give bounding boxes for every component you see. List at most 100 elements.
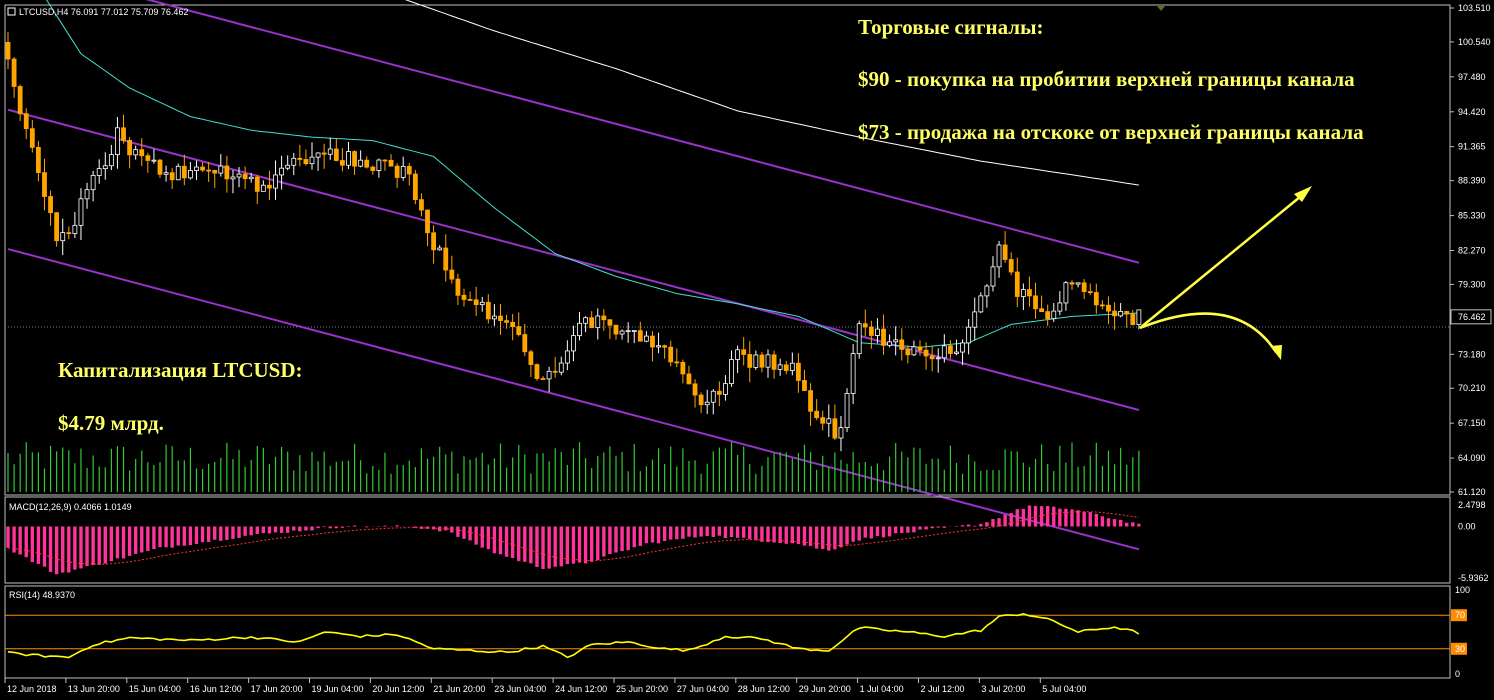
candle [917,340,923,356]
rsi-axis-label: 100 [1455,585,1470,595]
price-axis-label: 67.150 [1458,418,1486,428]
macd-axis: 2.4798 0.00 -5.9362 [1458,500,1489,583]
price-axis-label: 103.510 [1458,3,1491,13]
candle [881,314,886,355]
current-price-label: 76.462 [1458,312,1486,322]
candle [200,162,205,172]
rsi-axis-label: 70 [1455,610,1465,620]
main-panel-frame [4,4,1451,496]
capitalization-label: Капитализация LTCUSD: [58,358,303,382]
price-axis-label: 85.330 [1458,211,1486,221]
candle [978,292,984,314]
time-axis-label: 17 Jun 20:00 [251,684,303,694]
candle [656,332,661,354]
forecast-arrows [1139,186,1312,360]
candle [376,158,382,178]
candle [443,234,449,282]
candle [1045,304,1051,326]
candle [218,154,224,177]
price-axis-label: 64.090 [1458,453,1486,463]
price-axis-label: 94.420 [1458,107,1486,117]
channel-resistance-line [145,0,1140,264]
candle [771,350,777,379]
time-axis-label: 25 Jun 20:00 [616,684,668,694]
candle [1002,230,1008,263]
candle [449,255,455,284]
time-axis-label: 27 Jun 04:00 [677,684,729,694]
candle [704,389,710,415]
candle [17,84,23,122]
rsi-axis-label: 30 [1455,644,1465,654]
rsi-line [5,612,1450,659]
candle [485,294,491,324]
candle [194,160,199,181]
macd-axis-label: -5.9362 [1458,573,1489,583]
candle [814,399,820,421]
candle [619,329,625,340]
candle [948,340,953,359]
candle [1069,280,1075,291]
candle [96,159,102,184]
candle [1093,283,1099,314]
candle [425,209,430,247]
candle [929,345,935,372]
candle [133,145,139,160]
time-axis-label: 24 Jun 12:00 [555,684,607,694]
candle [595,308,601,340]
current-price-box [1450,309,1492,325]
candle [528,349,534,378]
candle [437,245,443,251]
candle [1130,309,1136,326]
candle [224,156,230,193]
candle [273,160,278,200]
symbol-menu-icon[interactable] [7,7,16,16]
candle [175,163,181,181]
candle [498,303,503,335]
candle [631,330,637,344]
candle [856,320,862,359]
candle [309,142,315,170]
volume-bars [7,442,1140,492]
candle [911,340,917,357]
candle [510,314,516,341]
rsi-level-box [1451,642,1467,655]
candle [66,226,72,240]
candle [589,311,595,329]
price-axis-label: 91.365 [1458,142,1486,152]
candle [1057,291,1063,316]
macd-histogram [6,505,1141,575]
candle [960,339,965,366]
candle [1087,283,1093,296]
candle [650,331,655,362]
candle [157,158,163,178]
candle [692,379,698,408]
time-axis-label: 3 Jul 20:00 [981,684,1025,694]
candle [1112,302,1117,330]
candle [862,309,868,337]
candle [412,170,418,205]
chart-shift-icon[interactable] [1156,5,1166,11]
rsi-level-box [1451,609,1467,622]
time-axis: 12 Jun 2018 13 Jun 20:00 15 Jun 04:00 16 Ju… [4,678,1086,694]
candle [783,360,789,375]
candle [868,320,874,349]
time-axis-label: 13 Jun 20:00 [68,684,120,694]
candle [364,156,370,169]
candle [644,331,649,343]
candle [923,342,929,370]
candle [151,148,157,164]
candle [1020,283,1026,311]
candle [327,137,333,160]
candle [42,158,47,211]
candle [808,383,813,426]
slow-moving-average [405,0,1139,186]
candle [1039,295,1044,313]
channel-support-line [7,248,1140,551]
candle [583,316,588,333]
buy-signal-text: $90 - покупка на пробитии верхней границ… [858,67,1355,91]
time-axis-label: 19 Jun 04:00 [312,684,364,694]
candle [1063,281,1069,311]
candle [759,352,765,373]
candle [431,225,437,264]
